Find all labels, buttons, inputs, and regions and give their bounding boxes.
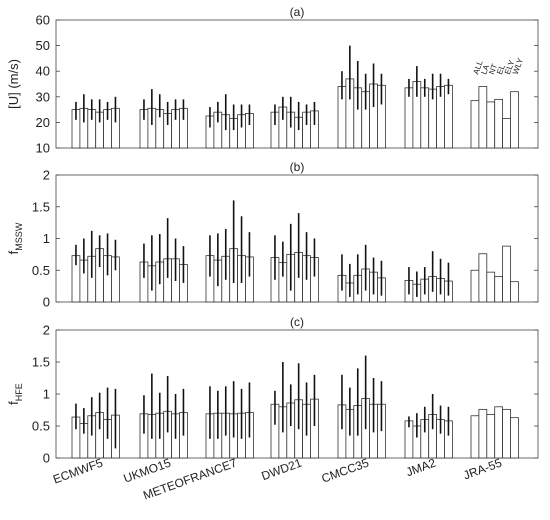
y-tick-label: 0.5 bbox=[32, 263, 50, 278]
x-category-label: JMA2 bbox=[404, 456, 438, 480]
y-tick-label: 20 bbox=[36, 115, 50, 130]
y-tick-label: 1 bbox=[43, 231, 50, 246]
bar bbox=[478, 253, 488, 303]
bar bbox=[478, 408, 488, 459]
bar bbox=[494, 276, 504, 303]
bar bbox=[486, 101, 496, 149]
y-tick-label: 60 bbox=[36, 13, 50, 28]
y-axis-label: fHFE bbox=[6, 383, 24, 405]
bar bbox=[510, 91, 519, 149]
panel-label: (b) bbox=[290, 160, 305, 174]
bar bbox=[510, 281, 519, 303]
x-category-label: JRA-55 bbox=[461, 456, 504, 483]
y-axis-label: [U] (m/s) bbox=[6, 59, 21, 109]
x-category-label: ECMWF5 bbox=[51, 456, 105, 487]
y-axis-label: fMSSW bbox=[6, 222, 24, 254]
bar bbox=[502, 245, 511, 303]
y-tick-label: 30 bbox=[36, 89, 50, 104]
bar bbox=[470, 269, 480, 303]
y-tick-label: 2 bbox=[43, 323, 50, 338]
bar bbox=[470, 100, 480, 149]
bar bbox=[494, 406, 504, 459]
bar bbox=[486, 414, 496, 459]
x-category-label: DWD21 bbox=[259, 456, 304, 484]
bar bbox=[494, 98, 504, 149]
bar bbox=[502, 408, 511, 459]
bar bbox=[478, 86, 488, 149]
panel-c: 0 0.5 1 1.5 2 (c) fHFE bbox=[6, 315, 539, 466]
y-tick-label: 10 bbox=[36, 141, 50, 156]
y-tick-label: 2 bbox=[43, 168, 50, 183]
y-tick-label: 0 bbox=[43, 295, 50, 310]
y-tick-label: 0.5 bbox=[32, 419, 50, 434]
y-tick-label: 40 bbox=[36, 64, 50, 79]
bar bbox=[444, 84, 453, 149]
legend-entry: NT bbox=[487, 62, 499, 75]
y-tick-label: 1 bbox=[43, 387, 50, 402]
panel-b: 0 0.5 1 1.5 2 (b) fMSSW bbox=[6, 160, 539, 310]
y-tick-label: 1.5 bbox=[32, 355, 50, 370]
panel-label: (a) bbox=[290, 5, 305, 19]
y-tick-label: 50 bbox=[36, 38, 50, 53]
bar bbox=[420, 87, 430, 149]
y-tick-label: 0 bbox=[43, 451, 50, 466]
bar bbox=[470, 415, 480, 459]
bar bbox=[502, 118, 511, 149]
bar bbox=[510, 417, 519, 459]
y-tick-label: 1.5 bbox=[32, 199, 50, 214]
panel-label: (c) bbox=[290, 315, 304, 329]
legend-entry: WLY bbox=[511, 56, 525, 75]
x-category-label: CMCC35 bbox=[320, 456, 371, 486]
bar bbox=[404, 87, 414, 149]
legend-entry: LA bbox=[479, 63, 491, 76]
legend-entry: EL bbox=[495, 63, 507, 76]
bar bbox=[486, 271, 496, 303]
